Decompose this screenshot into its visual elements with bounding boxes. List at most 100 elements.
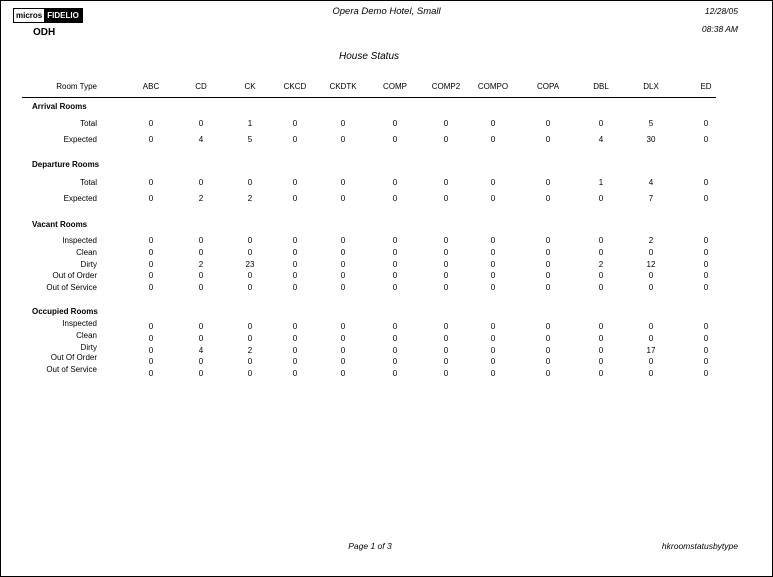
table-cell: 0	[198, 178, 204, 187]
table-cell: 0	[148, 283, 154, 292]
table-cell: 0	[340, 135, 346, 144]
table-cell: 2	[198, 194, 204, 203]
table-cell: 17	[646, 346, 656, 355]
column-header-comp: COMP	[383, 82, 407, 91]
table-cell: 1	[598, 178, 604, 187]
table-cell: 0	[648, 248, 654, 257]
table-cell: 0	[490, 135, 496, 144]
table-cell: 0	[198, 322, 204, 331]
table-cell: 0	[598, 322, 604, 331]
table-cell: 0	[392, 135, 398, 144]
report-time: 08:38 AM	[701, 24, 738, 34]
column-header-compo: COMPO	[477, 82, 509, 91]
table-cell: 0	[443, 369, 449, 378]
column-header-comp2: COMP2	[431, 82, 461, 91]
table-cell: 0	[292, 248, 298, 257]
table-cell: 1	[247, 119, 253, 128]
table-cell: 0	[648, 357, 654, 366]
table-cell: 0	[292, 260, 298, 269]
table-cell: 0	[598, 194, 604, 203]
table-cell: 0	[490, 283, 496, 292]
table-cell: 0	[490, 334, 496, 343]
table-cell: 0	[703, 322, 709, 331]
table-cell: 0	[443, 322, 449, 331]
table-cell: 0	[148, 369, 154, 378]
table-cell: 4	[648, 178, 654, 187]
column-header-dbl: DBL	[593, 82, 609, 91]
table-cell: 0	[247, 236, 253, 245]
report-title: House Status	[338, 51, 400, 62]
table-cell: 0	[598, 346, 604, 355]
table-cell: 0	[703, 135, 709, 144]
row-label: Expected	[63, 194, 97, 203]
table-cell: 0	[490, 236, 496, 245]
table-cell: 0	[443, 119, 449, 128]
table-cell: 0	[443, 260, 449, 269]
table-cell: 0	[392, 248, 398, 257]
table-cell: 0	[292, 283, 298, 292]
table-cell: 0	[292, 194, 298, 203]
table-cell: 0	[392, 260, 398, 269]
table-cell: 0	[340, 178, 346, 187]
table-cell: 0	[392, 283, 398, 292]
table-cell: 0	[703, 119, 709, 128]
table-cell: 0	[490, 346, 496, 355]
table-cell: 0	[292, 369, 298, 378]
table-cell: 0	[443, 248, 449, 257]
table-cell: 0	[545, 283, 551, 292]
table-cell: 0	[545, 357, 551, 366]
table-cell: 0	[198, 283, 204, 292]
table-cell: 0	[292, 135, 298, 144]
table-cell: 0	[598, 119, 604, 128]
column-header-ck: CK	[244, 82, 256, 91]
hotel-name: Opera Demo Hotel, Small	[332, 6, 441, 17]
table-cell: 0	[292, 178, 298, 187]
room-type-header: Room Type	[56, 82, 97, 91]
table-cell: 0	[340, 334, 346, 343]
table-cell: 0	[443, 346, 449, 355]
table-cell: 0	[340, 260, 346, 269]
table-cell: 0	[648, 322, 654, 331]
row-label: Out of Service	[46, 283, 97, 292]
table-cell: 0	[148, 346, 154, 355]
table-cell: 2	[198, 260, 204, 269]
table-cell: 0	[247, 357, 253, 366]
table-cell: 0	[292, 271, 298, 280]
table-cell: 0	[703, 248, 709, 257]
table-cell: 0	[598, 334, 604, 343]
table-cell: 0	[292, 346, 298, 355]
table-cell: 0	[198, 271, 204, 280]
row-label: Clean	[76, 331, 97, 340]
table-cell: 0	[292, 236, 298, 245]
row-label: Expected	[63, 135, 97, 144]
table-cell: 0	[340, 194, 346, 203]
table-cell: 23	[245, 260, 255, 269]
logo-text-left: micros	[14, 9, 45, 22]
table-cell: 0	[198, 369, 204, 378]
column-header-abc: ABC	[142, 82, 160, 91]
table-cell: 0	[545, 248, 551, 257]
table-cell: 0	[545, 322, 551, 331]
section-title: Arrival Rooms	[32, 102, 87, 111]
section-title: Vacant Rooms	[32, 220, 88, 229]
table-cell: 0	[703, 283, 709, 292]
table-cell: 4	[198, 135, 204, 144]
row-label: Total	[80, 119, 97, 128]
column-header-ckdtk: CKDTK	[329, 82, 357, 91]
property-code: ODH	[33, 27, 56, 38]
section-title: Occupied Rooms	[32, 307, 98, 316]
table-cell: 0	[703, 178, 709, 187]
table-cell: 0	[598, 236, 604, 245]
table-cell: 0	[443, 236, 449, 245]
table-cell: 0	[648, 369, 654, 378]
table-cell: 0	[443, 283, 449, 292]
table-cell: 0	[545, 119, 551, 128]
report-date: 12/28/05	[704, 6, 738, 16]
table-cell: 0	[392, 271, 398, 280]
table-cell: 0	[648, 271, 654, 280]
header-divider	[22, 97, 716, 98]
table-cell: 0	[247, 283, 253, 292]
table-cell: 0	[340, 369, 346, 378]
table-cell: 0	[198, 236, 204, 245]
table-cell: 0	[392, 236, 398, 245]
